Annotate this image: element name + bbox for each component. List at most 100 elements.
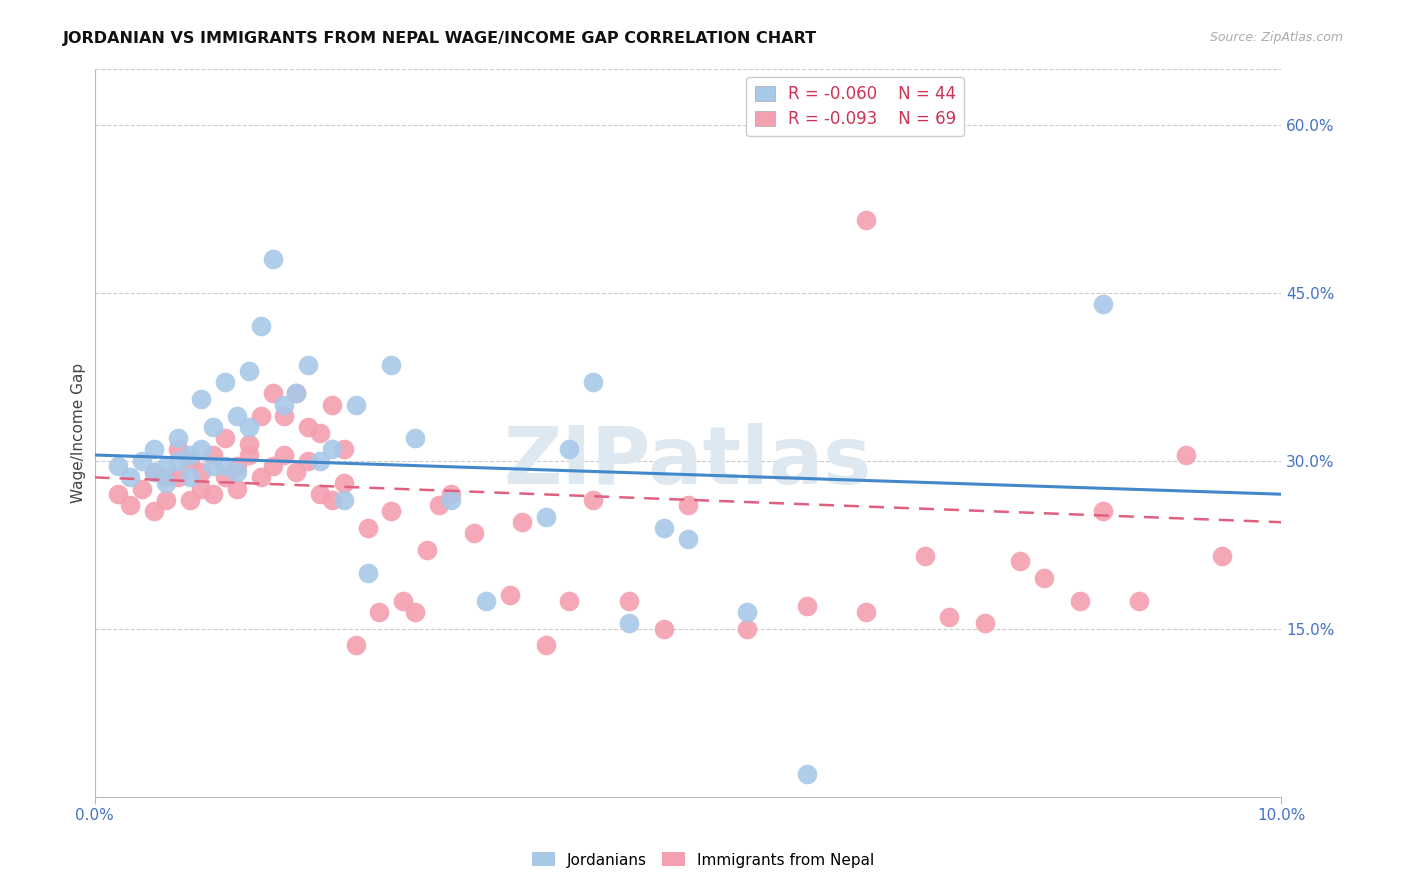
Point xyxy=(416,543,439,558)
Point xyxy=(914,549,936,563)
Point xyxy=(427,499,450,513)
Point xyxy=(142,442,165,457)
Point xyxy=(855,212,877,227)
Point xyxy=(938,610,960,624)
Point xyxy=(190,465,212,479)
Point xyxy=(309,453,332,467)
Point xyxy=(226,482,249,496)
Point xyxy=(676,532,699,546)
Point xyxy=(676,499,699,513)
Point xyxy=(249,470,271,484)
Point xyxy=(796,767,818,781)
Point xyxy=(226,409,249,423)
Point xyxy=(285,386,308,401)
Point xyxy=(1033,571,1056,585)
Point xyxy=(166,453,188,467)
Point xyxy=(617,593,640,607)
Point xyxy=(238,448,260,462)
Point xyxy=(356,566,378,580)
Point xyxy=(652,521,675,535)
Legend: R = -0.060    N = 44, R = -0.093    N = 69: R = -0.060 N = 44, R = -0.093 N = 69 xyxy=(747,77,965,136)
Point xyxy=(131,482,153,496)
Point xyxy=(333,442,356,457)
Point xyxy=(582,375,605,389)
Point xyxy=(285,465,308,479)
Text: ZIPatlas: ZIPatlas xyxy=(503,423,872,500)
Point xyxy=(190,482,212,496)
Point xyxy=(262,252,284,266)
Point xyxy=(558,442,581,457)
Point xyxy=(1010,554,1032,568)
Point xyxy=(534,509,557,524)
Point xyxy=(202,448,225,462)
Text: Source: ZipAtlas.com: Source: ZipAtlas.com xyxy=(1209,31,1343,45)
Point xyxy=(155,470,177,484)
Point xyxy=(285,386,308,401)
Point xyxy=(309,425,332,440)
Point xyxy=(238,420,260,434)
Point xyxy=(499,588,522,602)
Point xyxy=(202,420,225,434)
Point xyxy=(321,398,343,412)
Point xyxy=(380,359,402,373)
Point xyxy=(249,319,271,334)
Point xyxy=(321,442,343,457)
Point xyxy=(368,605,391,619)
Point xyxy=(356,521,378,535)
Point xyxy=(973,615,995,630)
Point xyxy=(344,398,367,412)
Point xyxy=(534,639,557,653)
Point xyxy=(463,526,485,541)
Point xyxy=(475,593,498,607)
Point xyxy=(142,465,165,479)
Point xyxy=(179,448,201,462)
Point xyxy=(510,515,533,529)
Point xyxy=(179,470,201,484)
Point xyxy=(190,442,212,457)
Point xyxy=(333,492,356,507)
Point xyxy=(179,453,201,467)
Point xyxy=(155,459,177,474)
Point xyxy=(273,448,295,462)
Point xyxy=(297,420,319,434)
Text: JORDANIAN VS IMMIGRANTS FROM NEPAL WAGE/INCOME GAP CORRELATION CHART: JORDANIAN VS IMMIGRANTS FROM NEPAL WAGE/… xyxy=(63,31,817,46)
Point xyxy=(214,375,236,389)
Point xyxy=(855,605,877,619)
Point xyxy=(439,487,461,501)
Point xyxy=(166,442,188,457)
Point xyxy=(737,622,759,636)
Point xyxy=(214,459,236,474)
Point xyxy=(107,459,129,474)
Point xyxy=(617,615,640,630)
Point xyxy=(1175,448,1198,462)
Point xyxy=(120,470,142,484)
Point xyxy=(107,487,129,501)
Point xyxy=(238,437,260,451)
Point xyxy=(166,470,188,484)
Point xyxy=(796,599,818,614)
Point xyxy=(226,459,249,474)
Point xyxy=(439,492,461,507)
Point xyxy=(392,593,415,607)
Point xyxy=(309,487,332,501)
Point xyxy=(238,364,260,378)
Point xyxy=(1092,504,1115,518)
Point xyxy=(333,475,356,490)
Point xyxy=(1128,593,1150,607)
Point xyxy=(142,504,165,518)
Point xyxy=(262,386,284,401)
Point xyxy=(404,431,426,445)
Point xyxy=(1211,549,1233,563)
Point xyxy=(226,465,249,479)
Point xyxy=(120,499,142,513)
Point xyxy=(131,453,153,467)
Point xyxy=(558,593,581,607)
Point xyxy=(344,639,367,653)
Point xyxy=(582,492,605,507)
Point xyxy=(380,504,402,518)
Point xyxy=(214,431,236,445)
Point xyxy=(404,605,426,619)
Point xyxy=(652,622,675,636)
Point xyxy=(262,459,284,474)
Point xyxy=(321,492,343,507)
